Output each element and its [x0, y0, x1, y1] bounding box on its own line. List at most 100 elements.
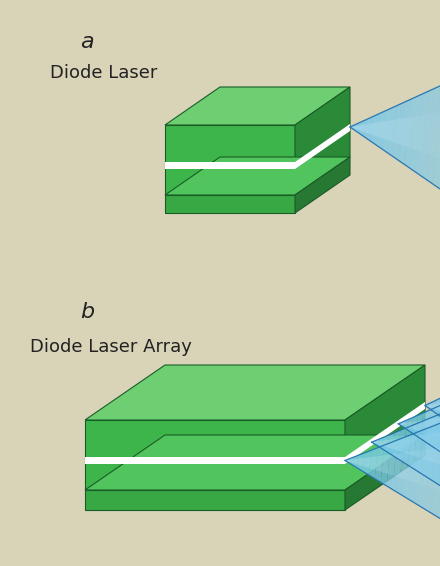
Polygon shape	[357, 458, 364, 466]
Polygon shape	[362, 124, 368, 133]
Polygon shape	[429, 422, 440, 515]
Polygon shape	[351, 459, 358, 464]
Polygon shape	[385, 120, 393, 142]
Text: Diode Laser Array: Diode Laser Array	[30, 338, 192, 356]
Polygon shape	[400, 452, 408, 480]
Polygon shape	[345, 458, 352, 464]
Polygon shape	[396, 101, 407, 162]
Polygon shape	[378, 110, 388, 151]
Polygon shape	[363, 457, 370, 468]
Polygon shape	[408, 116, 417, 149]
Polygon shape	[85, 365, 425, 420]
Polygon shape	[425, 405, 429, 407]
Polygon shape	[382, 440, 389, 448]
Polygon shape	[424, 87, 438, 182]
Polygon shape	[414, 421, 423, 472]
Polygon shape	[85, 490, 345, 510]
Polygon shape	[403, 117, 411, 148]
Polygon shape	[345, 460, 352, 462]
Polygon shape	[436, 447, 440, 491]
Polygon shape	[436, 402, 440, 411]
Polygon shape	[436, 432, 440, 465]
Polygon shape	[370, 456, 377, 470]
Polygon shape	[387, 440, 397, 490]
Polygon shape	[429, 414, 440, 482]
Polygon shape	[404, 436, 411, 454]
Polygon shape	[345, 435, 425, 510]
Polygon shape	[435, 81, 440, 190]
Polygon shape	[363, 451, 371, 475]
Polygon shape	[412, 421, 418, 430]
Polygon shape	[424, 416, 435, 479]
Polygon shape	[421, 411, 428, 442]
Polygon shape	[434, 404, 440, 451]
Polygon shape	[388, 454, 396, 476]
Polygon shape	[361, 118, 369, 139]
Polygon shape	[345, 402, 425, 464]
Polygon shape	[418, 449, 428, 486]
Polygon shape	[350, 126, 356, 129]
Polygon shape	[438, 111, 440, 160]
Polygon shape	[429, 404, 433, 408]
Polygon shape	[165, 87, 350, 125]
Polygon shape	[350, 124, 356, 131]
Polygon shape	[377, 438, 383, 449]
Polygon shape	[394, 453, 402, 478]
Polygon shape	[295, 157, 350, 213]
Polygon shape	[374, 122, 381, 137]
Polygon shape	[430, 448, 440, 490]
Polygon shape	[384, 107, 394, 155]
Polygon shape	[430, 406, 438, 448]
Polygon shape	[412, 415, 418, 436]
Polygon shape	[436, 397, 440, 416]
Bar	[165, 162, 295, 169]
Polygon shape	[425, 434, 433, 461]
Polygon shape	[375, 456, 383, 472]
Polygon shape	[392, 438, 403, 493]
Polygon shape	[372, 440, 378, 445]
Polygon shape	[377, 440, 383, 445]
Polygon shape	[412, 451, 421, 484]
Polygon shape	[433, 404, 437, 410]
Text: a: a	[80, 32, 94, 52]
Polygon shape	[408, 423, 418, 469]
Polygon shape	[375, 445, 384, 482]
Polygon shape	[425, 409, 433, 445]
Polygon shape	[429, 401, 433, 411]
Polygon shape	[165, 157, 350, 195]
Polygon shape	[388, 439, 394, 449]
Polygon shape	[367, 123, 374, 135]
Polygon shape	[416, 413, 423, 439]
Polygon shape	[434, 411, 440, 485]
Polygon shape	[397, 118, 405, 145]
Polygon shape	[418, 90, 432, 178]
Polygon shape	[367, 115, 375, 143]
Polygon shape	[398, 423, 403, 426]
Polygon shape	[379, 121, 387, 139]
Polygon shape	[390, 104, 400, 158]
Polygon shape	[351, 456, 358, 468]
Polygon shape	[404, 432, 417, 500]
Polygon shape	[387, 433, 395, 456]
Polygon shape	[398, 422, 403, 427]
Polygon shape	[431, 418, 437, 436]
Polygon shape	[439, 402, 440, 454]
Polygon shape	[420, 434, 428, 460]
Polygon shape	[381, 454, 389, 474]
Polygon shape	[425, 404, 429, 408]
Polygon shape	[398, 428, 406, 462]
Polygon shape	[409, 436, 416, 456]
Polygon shape	[295, 87, 350, 195]
Polygon shape	[417, 427, 429, 508]
Polygon shape	[434, 420, 440, 518]
Polygon shape	[369, 448, 378, 479]
Polygon shape	[403, 419, 408, 430]
Polygon shape	[431, 432, 439, 463]
Polygon shape	[373, 113, 381, 147]
Polygon shape	[426, 419, 432, 435]
Polygon shape	[392, 430, 400, 459]
Polygon shape	[419, 419, 429, 475]
Polygon shape	[414, 115, 423, 152]
Polygon shape	[393, 438, 400, 451]
Polygon shape	[399, 435, 410, 497]
